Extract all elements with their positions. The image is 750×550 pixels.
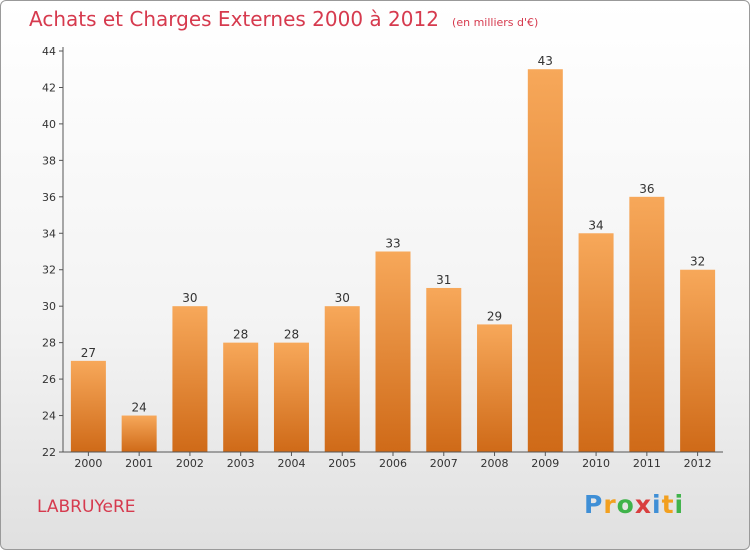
bar [426,287,462,452]
bar [527,69,563,453]
bar [121,415,157,452]
y-tick-label: 42 [42,81,56,94]
value-label: 28 [233,328,248,342]
chart-title: Achats et Charges Externes 2000 à 2012 [29,7,439,31]
y-tick-label: 40 [42,118,56,131]
value-label: 31 [436,273,451,287]
x-tick-label: 2008 [481,457,509,470]
x-tick-label: 2006 [379,457,407,470]
bars-layer: 27 24 30 28 28 30 33 31 29 43 34 36 32 [70,54,716,453]
x-tick-label: 2000 [74,457,102,470]
bar [375,251,411,452]
chart-subtitle: (en milliers d'€) [452,16,539,29]
y-tick-label: 38 [42,154,56,167]
bar [629,196,665,452]
x-tick-label: 2001 [125,457,153,470]
bar [477,324,513,452]
bar [273,342,309,452]
x-tick-label: 2011 [633,457,661,470]
proxiti-logo: Proxiti [584,490,684,519]
y-tick-label: 26 [42,373,56,386]
value-label: 33 [385,237,400,251]
y-tick-label: 32 [42,264,56,277]
value-label: 30 [335,291,350,305]
value-label: 24 [132,401,147,415]
title-row: Achats et Charges Externes 2000 à 2012 (… [29,7,538,31]
x-tick-label: 2010 [582,457,610,470]
logo-letter: P [584,490,604,519]
logo-letter: r [603,490,617,519]
y-tick-label: 34 [42,227,56,240]
y-tick-label: 44 [42,45,56,58]
y-tick-label: 22 [42,446,56,459]
logo-letter: x [634,490,652,519]
value-label: 34 [588,218,603,232]
value-label: 36 [639,182,654,196]
y-tick-label: 28 [42,337,56,350]
x-tick-label: 2007 [430,457,458,470]
bar [324,306,360,452]
logo-letter: i [652,490,662,519]
bar [70,360,106,452]
x-tick-label: 2012 [684,457,712,470]
value-label: 32 [690,255,705,269]
value-label: 28 [284,328,299,342]
commune-name: LABRUYeRE [37,497,136,517]
x-tick-label: 2004 [277,457,305,470]
bar [578,233,614,452]
x-tick-label: 2002 [176,457,204,470]
bar [223,342,259,452]
value-label: 29 [487,309,502,323]
x-tick-label: 2003 [227,457,255,470]
axes-layer: 2000 2001 2002 2003 2004 2005 2006 2007 2008 2009… [42,45,723,470]
value-label: 30 [182,291,197,305]
bar [172,306,208,452]
bar [680,269,716,452]
value-label: 43 [538,54,553,68]
value-label: 27 [81,346,96,360]
x-tick-label: 2005 [328,457,356,470]
y-tick-label: 24 [42,410,56,423]
y-tick-label: 30 [42,300,56,313]
logo-letter: i [674,490,685,519]
x-tick-label: 2009 [531,457,559,470]
y-tick-label: 36 [42,191,56,204]
logo-letter: t [661,490,675,519]
logo-letter: o [616,490,635,519]
